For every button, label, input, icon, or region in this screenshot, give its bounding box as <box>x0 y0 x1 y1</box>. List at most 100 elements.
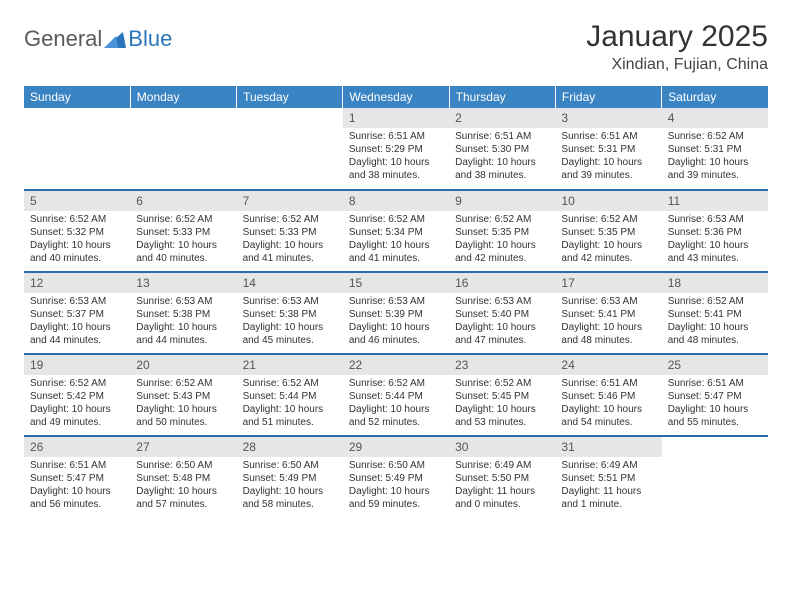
sunset-text: Sunset: 5:46 PM <box>561 390 655 403</box>
daylight-text: Daylight: 10 hours and 50 minutes. <box>136 403 230 429</box>
calendar-week-row: 5Sunrise: 6:52 AMSunset: 5:32 PMDaylight… <box>24 190 768 272</box>
calendar-day-cell <box>662 436 768 518</box>
sunset-text: Sunset: 5:36 PM <box>668 226 762 239</box>
calendar-day-cell: 26Sunrise: 6:51 AMSunset: 5:47 PMDayligh… <box>24 436 130 518</box>
sunrise-text: Sunrise: 6:51 AM <box>349 130 443 143</box>
sunrise-text: Sunrise: 6:52 AM <box>455 213 549 226</box>
day-content: Sunrise: 6:52 AMSunset: 5:35 PMDaylight:… <box>555 211 661 269</box>
sunrise-text: Sunrise: 6:50 AM <box>349 459 443 472</box>
day-content: Sunrise: 6:53 AMSunset: 5:38 PMDaylight:… <box>237 293 343 351</box>
calendar-day-cell: 7Sunrise: 6:52 AMSunset: 5:33 PMDaylight… <box>237 190 343 272</box>
sunset-text: Sunset: 5:47 PM <box>30 472 124 485</box>
calendar-day-cell: 31Sunrise: 6:49 AMSunset: 5:51 PMDayligh… <box>555 436 661 518</box>
sunrise-text: Sunrise: 6:52 AM <box>455 377 549 390</box>
calendar-day-cell: 23Sunrise: 6:52 AMSunset: 5:45 PMDayligh… <box>449 354 555 436</box>
calendar-day-cell <box>237 108 343 190</box>
daylight-text: Daylight: 10 hours and 46 minutes. <box>349 321 443 347</box>
daylight-text: Daylight: 10 hours and 54 minutes. <box>561 403 655 429</box>
sunrise-text: Sunrise: 6:53 AM <box>455 295 549 308</box>
daylight-text: Daylight: 10 hours and 56 minutes. <box>30 485 124 511</box>
title-block: January 2025 Xindian, Fujian, China <box>586 20 768 74</box>
day-content: Sunrise: 6:52 AMSunset: 5:33 PMDaylight:… <box>237 211 343 269</box>
calendar-table: SundayMondayTuesdayWednesdayThursdayFrid… <box>24 86 768 518</box>
calendar-day-cell: 19Sunrise: 6:52 AMSunset: 5:42 PMDayligh… <box>24 354 130 436</box>
sunset-text: Sunset: 5:39 PM <box>349 308 443 321</box>
daylight-text: Daylight: 10 hours and 41 minutes. <box>349 239 443 265</box>
day-number: 7 <box>237 191 343 211</box>
day-number: 20 <box>130 355 236 375</box>
sunrise-text: Sunrise: 6:52 AM <box>561 213 655 226</box>
day-header: Friday <box>555 86 661 108</box>
sunset-text: Sunset: 5:40 PM <box>455 308 549 321</box>
calendar-day-cell: 27Sunrise: 6:50 AMSunset: 5:48 PMDayligh… <box>130 436 236 518</box>
day-content: Sunrise: 6:50 AMSunset: 5:48 PMDaylight:… <box>130 457 236 515</box>
day-number: 15 <box>343 273 449 293</box>
daylight-text: Daylight: 10 hours and 44 minutes. <box>30 321 124 347</box>
sunset-text: Sunset: 5:47 PM <box>668 390 762 403</box>
daylight-text: Daylight: 10 hours and 57 minutes. <box>136 485 230 511</box>
sunset-text: Sunset: 5:38 PM <box>136 308 230 321</box>
logo-sail-icon <box>104 30 126 48</box>
day-number: 8 <box>343 191 449 211</box>
daylight-text: Daylight: 10 hours and 47 minutes. <box>455 321 549 347</box>
header: General Blue January 2025 Xindian, Fujia… <box>24 20 768 74</box>
day-number: 2 <box>449 108 555 128</box>
logo: General Blue <box>24 26 172 52</box>
day-number: 24 <box>555 355 661 375</box>
daylight-text: Daylight: 10 hours and 42 minutes. <box>561 239 655 265</box>
day-content: Sunrise: 6:52 AMSunset: 5:44 PMDaylight:… <box>343 375 449 433</box>
day-number: 31 <box>555 437 661 457</box>
calendar-day-cell: 9Sunrise: 6:52 AMSunset: 5:35 PMDaylight… <box>449 190 555 272</box>
sunrise-text: Sunrise: 6:52 AM <box>349 213 443 226</box>
calendar-day-cell: 12Sunrise: 6:53 AMSunset: 5:37 PMDayligh… <box>24 272 130 354</box>
calendar-day-cell <box>24 108 130 190</box>
calendar-day-cell <box>130 108 236 190</box>
logo-text-blue: Blue <box>128 26 172 52</box>
day-number: 23 <box>449 355 555 375</box>
sunset-text: Sunset: 5:31 PM <box>561 143 655 156</box>
day-content: Sunrise: 6:52 AMSunset: 5:43 PMDaylight:… <box>130 375 236 433</box>
calendar-day-cell: 2Sunrise: 6:51 AMSunset: 5:30 PMDaylight… <box>449 108 555 190</box>
daylight-text: Daylight: 10 hours and 42 minutes. <box>455 239 549 265</box>
sunrise-text: Sunrise: 6:51 AM <box>455 130 549 143</box>
sunrise-text: Sunrise: 6:51 AM <box>561 130 655 143</box>
sunrise-text: Sunrise: 6:52 AM <box>668 295 762 308</box>
sunset-text: Sunset: 5:41 PM <box>561 308 655 321</box>
day-number: 14 <box>237 273 343 293</box>
month-title: January 2025 <box>586 20 768 54</box>
day-content: Sunrise: 6:52 AMSunset: 5:45 PMDaylight:… <box>449 375 555 433</box>
day-number: 29 <box>343 437 449 457</box>
day-content: Sunrise: 6:52 AMSunset: 5:41 PMDaylight:… <box>662 293 768 351</box>
calendar-day-cell: 15 Sunrise: 6:53 AMSunset: 5:39 PMDayligh… <box>343 272 449 354</box>
day-header: Saturday <box>662 86 768 108</box>
day-number: 1 <box>343 108 449 128</box>
daylight-text: Daylight: 10 hours and 49 minutes. <box>30 403 124 429</box>
calendar-day-cell: 16Sunrise: 6:53 AMSunset: 5:40 PMDayligh… <box>449 272 555 354</box>
daylight-text: Daylight: 10 hours and 53 minutes. <box>455 403 549 429</box>
sunrise-text: Sunrise: 6:49 AM <box>455 459 549 472</box>
sunrise-text: Sunrise: 6:53 AM <box>349 295 443 308</box>
daylight-text: Daylight: 10 hours and 51 minutes. <box>243 403 337 429</box>
calendar-header-row: SundayMondayTuesdayWednesdayThursdayFrid… <box>24 86 768 108</box>
sunset-text: Sunset: 5:30 PM <box>455 143 549 156</box>
day-content: Sunrise: 6:53 AMSunset: 5:41 PMDaylight:… <box>555 293 661 351</box>
daylight-text: Daylight: 10 hours and 40 minutes. <box>136 239 230 265</box>
day-number: 6 <box>130 191 236 211</box>
sunset-text: Sunset: 5:35 PM <box>561 226 655 239</box>
calendar-day-cell: 1Sunrise: 6:51 AMSunset: 5:29 PMDaylight… <box>343 108 449 190</box>
day-number: 28 <box>237 437 343 457</box>
day-number: 26 <box>24 437 130 457</box>
day-number: 13 <box>130 273 236 293</box>
calendar-day-cell: 11Sunrise: 6:53 AMSunset: 5:36 PMDayligh… <box>662 190 768 272</box>
day-number: 10 <box>555 191 661 211</box>
sunrise-text: Sunrise: 6:53 AM <box>561 295 655 308</box>
day-header: Wednesday <box>343 86 449 108</box>
sunset-text: Sunset: 5:42 PM <box>30 390 124 403</box>
sunset-text: Sunset: 5:29 PM <box>349 143 443 156</box>
daylight-text: Daylight: 10 hours and 40 minutes. <box>30 239 124 265</box>
sunrise-text: Sunrise: 6:53 AM <box>668 213 762 226</box>
calendar-day-cell: 17Sunrise: 6:53 AMSunset: 5:41 PMDayligh… <box>555 272 661 354</box>
calendar-day-cell: 30Sunrise: 6:49 AMSunset: 5:50 PMDayligh… <box>449 436 555 518</box>
day-number: 12 <box>24 273 130 293</box>
sunrise-text: Sunrise: 6:50 AM <box>243 459 337 472</box>
